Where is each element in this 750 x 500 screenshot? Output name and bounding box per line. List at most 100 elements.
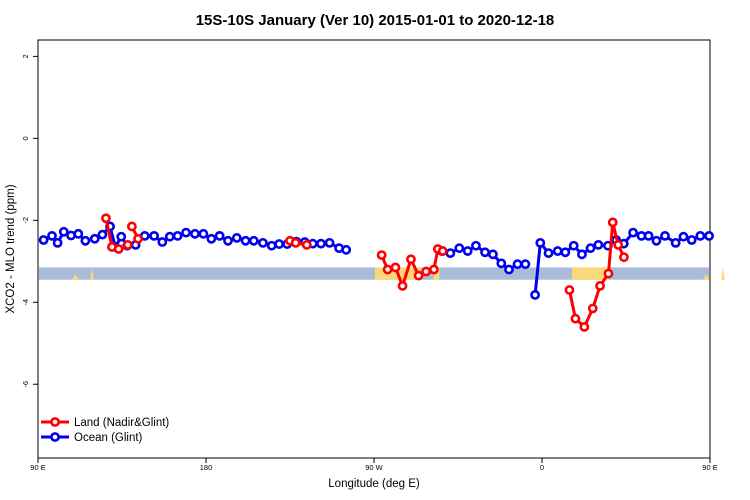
- y-tick-label: -2: [21, 217, 30, 224]
- data-point: [397, 280, 408, 291]
- data-point: [480, 247, 490, 258]
- data-point: [437, 246, 448, 256]
- data-point: [530, 289, 540, 300]
- data-point: [390, 262, 401, 273]
- data-point: [240, 235, 251, 246]
- data-point: [231, 233, 242, 243]
- data-point: [47, 230, 57, 241]
- data-point: [113, 244, 124, 254]
- data-point: [560, 247, 571, 258]
- y-tick-label: -4: [21, 299, 30, 306]
- data-point: [206, 233, 217, 244]
- ocean-band: [39, 267, 709, 280]
- data-point: [382, 264, 393, 275]
- data-point: [406, 254, 416, 265]
- land-region: [71, 274, 80, 280]
- data-point: [496, 258, 507, 269]
- chart-title: 15S-10S January (Ver 10) 2015-01-01 to 2…: [196, 12, 555, 29]
- data-point: [579, 321, 590, 332]
- data-point: [504, 264, 514, 275]
- series-land: [101, 213, 629, 332]
- data-point: [248, 235, 259, 246]
- data-point: [595, 280, 605, 291]
- data-point: [80, 235, 91, 246]
- legend-item-ocean: Ocean (Glint): [41, 432, 143, 444]
- data-point: [172, 230, 183, 241]
- data-point: [429, 264, 439, 275]
- data-point: [73, 228, 84, 239]
- data-point: [149, 230, 160, 241]
- data-point: [471, 240, 481, 251]
- data-point: [695, 230, 706, 241]
- data-point: [133, 233, 143, 244]
- data-point: [52, 237, 63, 248]
- data-point: [651, 235, 662, 246]
- land-ocean-band: [39, 267, 709, 280]
- data-point: [619, 252, 629, 263]
- data-point: [628, 227, 638, 238]
- land-region: [702, 274, 710, 280]
- data-point: [38, 235, 49, 245]
- data-point: [122, 240, 133, 250]
- data-point: [126, 221, 137, 232]
- data-point: [577, 249, 587, 260]
- data-point: [568, 240, 579, 251]
- data-point: [89, 233, 100, 244]
- data-point: [164, 231, 175, 242]
- data-point: [670, 237, 681, 248]
- x-tick-label: 90 E: [30, 463, 45, 472]
- data-point: [290, 237, 301, 248]
- data-point: [535, 237, 546, 248]
- data-point: [223, 235, 233, 246]
- data-point: [181, 227, 191, 238]
- data-point: [552, 246, 563, 256]
- data-point: [660, 230, 670, 241]
- data-point: [488, 249, 498, 260]
- data-point: [258, 237, 268, 248]
- data-point: [564, 285, 575, 295]
- x-tick-label: 180: [200, 463, 213, 472]
- data-point: [157, 237, 168, 247]
- series-layer: [38, 213, 714, 332]
- x-tick-label: 90 W: [365, 463, 383, 472]
- data-point: [585, 243, 596, 254]
- data-point: [341, 244, 352, 255]
- data-point: [520, 259, 531, 270]
- data-point: [613, 240, 624, 250]
- y-axis-label: XCO2 - MLO trend (ppm): [5, 184, 17, 313]
- data-point: [421, 266, 431, 277]
- data-point: [198, 228, 209, 239]
- data-point: [101, 213, 111, 224]
- y-tick-label: 2: [21, 54, 30, 58]
- data-point: [301, 240, 312, 250]
- data-point: [678, 231, 689, 242]
- legend-label-land: Land (Nadir&Glint): [74, 417, 169, 429]
- data-point: [643, 230, 654, 241]
- x-axis-ticks: 90 E 180 90 W 0 90 E: [30, 458, 718, 472]
- data-point: [570, 313, 581, 324]
- land-region: [721, 267, 725, 280]
- data-point: [454, 243, 465, 254]
- legend-marker-land: [50, 417, 60, 427]
- data-point: [316, 238, 326, 249]
- data-point: [543, 248, 554, 258]
- land-region: [571, 267, 610, 280]
- land-region: [90, 267, 94, 280]
- data-point: [116, 231, 127, 242]
- y-axis-ticks: 2 0 -2 -4 -6: [21, 54, 38, 388]
- legend-item-land: Land (Nadir&Glint): [41, 417, 169, 429]
- data-point: [512, 259, 523, 270]
- data-point: [593, 240, 604, 250]
- data-point: [413, 270, 424, 281]
- data-point: [445, 248, 456, 258]
- data-point: [607, 217, 618, 228]
- x-axis-label: Longitude (deg E): [328, 478, 420, 490]
- data-point: [190, 228, 200, 239]
- data-point: [97, 229, 108, 240]
- data-point: [376, 250, 387, 261]
- data-point: [324, 237, 335, 248]
- legend-label-ocean: Ocean (Glint): [74, 432, 143, 444]
- y-tick-label: -6: [21, 381, 30, 388]
- legend-marker-ocean: [50, 432, 60, 442]
